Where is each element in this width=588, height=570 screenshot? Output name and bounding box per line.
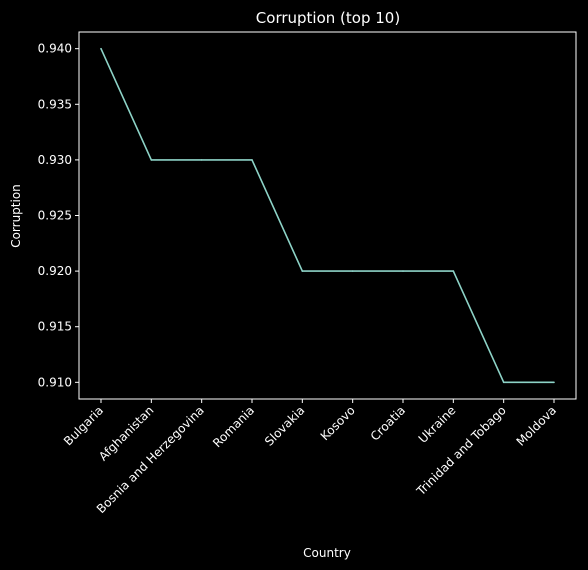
y-tick-label: 0.920 <box>38 264 72 278</box>
data-point <box>502 381 505 384</box>
data-point <box>251 159 253 161</box>
y-tick-label: 0.940 <box>38 42 72 56</box>
y-tick-label: 0.930 <box>38 153 72 167</box>
x-axis-label: Country <box>303 546 351 560</box>
series-line <box>100 48 554 384</box>
data-point <box>402 270 404 272</box>
data-point <box>150 159 153 161</box>
data-point <box>553 381 555 384</box>
y-tick-label: 0.925 <box>38 209 72 223</box>
y-tick-label: 0.915 <box>38 320 72 334</box>
data-point <box>100 47 102 50</box>
data-point <box>452 270 455 272</box>
data-point <box>301 270 304 272</box>
chart-title: Corruption (top 10) <box>256 9 400 27</box>
data-point <box>351 270 354 272</box>
y-tick-label: 0.910 <box>38 375 72 389</box>
y-axis-label: Corruption <box>9 184 23 248</box>
y-tick-label: 0.935 <box>38 97 72 111</box>
data-point <box>200 159 203 161</box>
